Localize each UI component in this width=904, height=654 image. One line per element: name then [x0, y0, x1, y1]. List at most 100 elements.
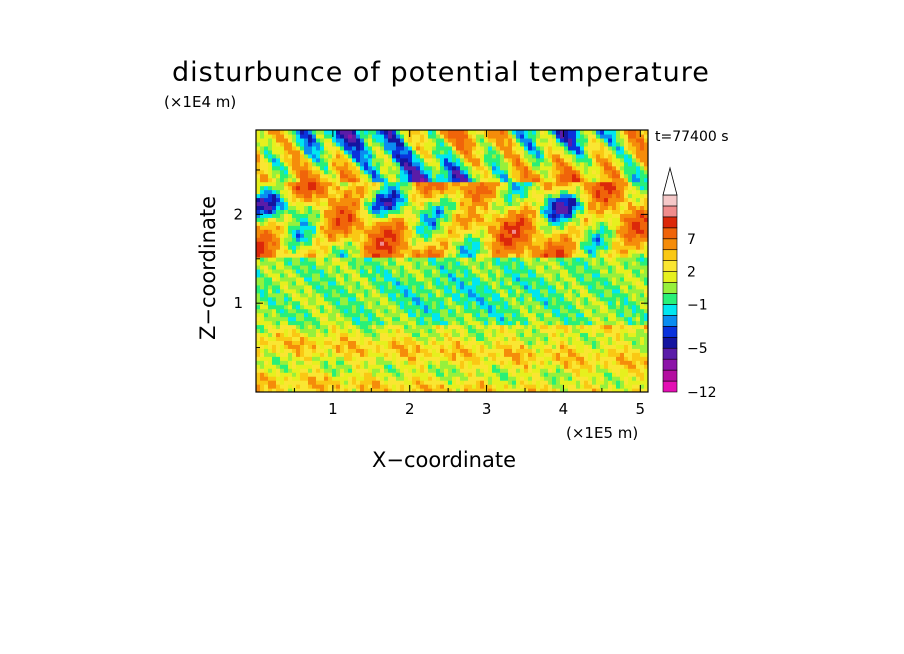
field-cell [512, 304, 517, 310]
field-cell [508, 288, 513, 294]
field-cell [472, 340, 477, 345]
field-cell [556, 253, 561, 258]
field-cell [272, 229, 277, 234]
field-cell [428, 380, 433, 385]
field-cell [452, 165, 457, 171]
field-cell [368, 157, 373, 163]
field-cell [508, 304, 513, 310]
field-cell [460, 185, 465, 191]
field-cell [280, 312, 285, 318]
field-cell [360, 348, 365, 353]
field-cell [280, 332, 285, 338]
field-cell [500, 189, 505, 195]
field-cell [304, 364, 309, 369]
field-cell [360, 316, 365, 322]
field-cell [348, 157, 353, 163]
field-cell [460, 268, 465, 274]
field-cell [504, 376, 509, 381]
field-cell [504, 368, 509, 373]
field-cell [540, 169, 545, 175]
field-cell [356, 360, 361, 365]
field-cell [308, 308, 313, 314]
field-cell [296, 280, 301, 286]
field-cell [436, 344, 441, 349]
field-cell [540, 229, 545, 234]
field-cell [428, 165, 433, 171]
field-cell [344, 268, 349, 274]
field-cell [528, 344, 533, 349]
field-cell [504, 173, 509, 179]
field-cell [320, 185, 325, 191]
field-cell [520, 233, 525, 238]
field-cell [516, 169, 521, 175]
field-cell [432, 296, 437, 302]
field-cell [532, 141, 537, 147]
field-cell [384, 181, 389, 187]
field-cell [392, 249, 397, 254]
field-cell [360, 253, 365, 258]
field-cell [388, 205, 393, 210]
field-cell [348, 316, 353, 322]
field-cell [292, 249, 297, 254]
field-cell [440, 360, 445, 365]
field-cell [264, 145, 269, 151]
field-cell [556, 233, 561, 238]
field-cell [404, 348, 409, 353]
field-cell [512, 296, 517, 302]
field-cell [356, 364, 361, 369]
field-cell [276, 320, 281, 326]
field-cell [380, 177, 385, 183]
field-cell [552, 328, 557, 334]
field-cell [292, 221, 297, 226]
field-cell [384, 225, 389, 230]
field-cell [504, 328, 509, 334]
field-cell [276, 376, 281, 381]
field-cell [552, 205, 557, 210]
field-cell [452, 137, 457, 143]
field-cell [464, 181, 469, 187]
field-cell [544, 153, 549, 159]
field-cell [292, 336, 297, 341]
field-cell [548, 324, 553, 330]
field-cell [484, 284, 489, 290]
field-cell [312, 229, 317, 234]
field-cell [312, 241, 317, 246]
field-cell [548, 384, 553, 389]
field-cell [296, 173, 301, 179]
field-cell [260, 328, 265, 334]
field-cell [268, 264, 273, 270]
field-cell [264, 340, 269, 345]
field-cell [540, 165, 545, 171]
field-cell [340, 197, 345, 203]
field-cell [324, 130, 329, 135]
field-cell [296, 193, 301, 199]
field-cell [304, 284, 309, 290]
field-cell [292, 320, 297, 326]
field-cell [444, 201, 449, 207]
field-cell [264, 348, 269, 353]
field-cell [484, 241, 489, 246]
field-cell [300, 169, 305, 175]
field-cell [400, 328, 405, 334]
field-cell [440, 165, 445, 171]
field-cell [512, 332, 517, 338]
field-cell [536, 352, 541, 357]
field-cell [436, 133, 441, 139]
field-cell [372, 364, 377, 369]
field-cell [368, 344, 373, 349]
field-cell [256, 332, 261, 338]
field-cell [452, 348, 457, 353]
field-cell [268, 268, 273, 274]
field-cell [332, 336, 337, 341]
field-cell [304, 272, 309, 278]
field-cell [396, 177, 401, 183]
field-cell [492, 356, 497, 361]
field-cell [376, 157, 381, 163]
field-cell [300, 356, 305, 361]
field-cell [372, 241, 377, 246]
field-cell [520, 384, 525, 389]
field-cell [440, 141, 445, 147]
field-cell [544, 213, 549, 218]
field-cell [352, 217, 357, 222]
field-cell [340, 153, 345, 159]
